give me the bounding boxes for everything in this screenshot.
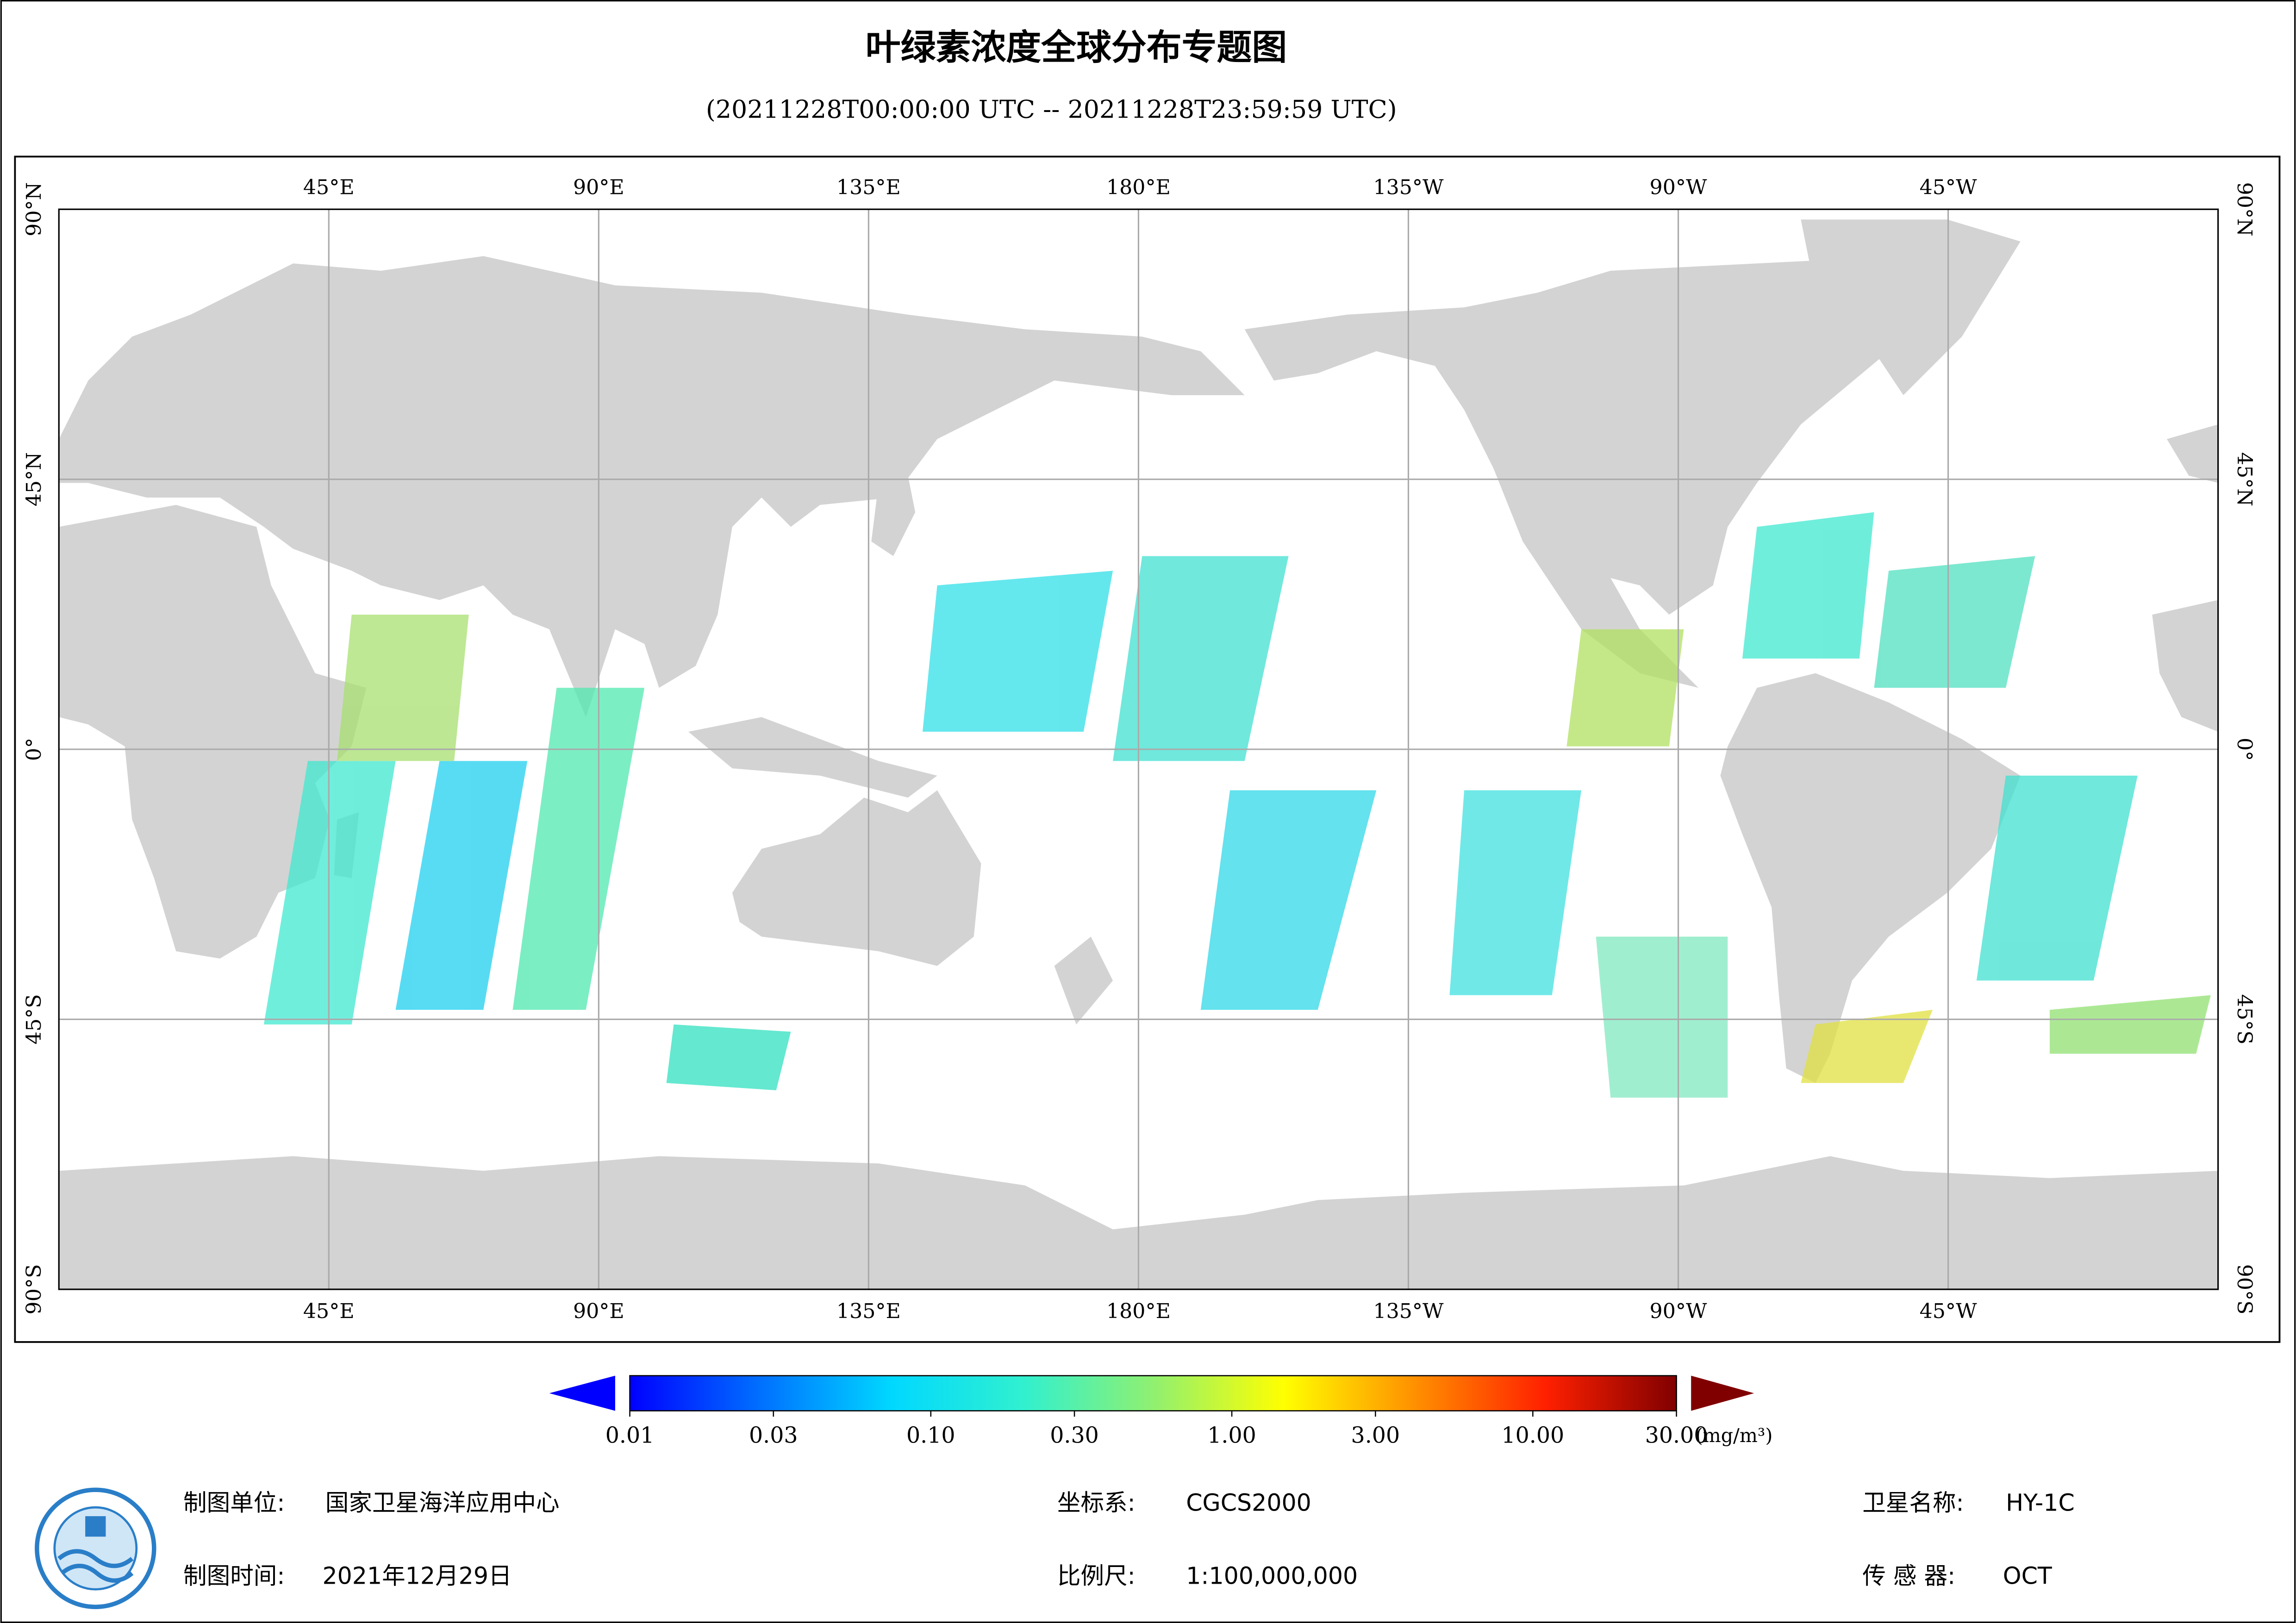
lon-label: 90°W	[1650, 175, 1707, 199]
footer-value: 1:100,000,000	[1186, 1562, 1358, 1589]
colorbar-tick-label: 1.00	[1207, 1423, 1256, 1448]
title: 叶绿素浓度全球分布专题图	[866, 27, 1287, 68]
footer-label: 卫星名称:	[1862, 1489, 1964, 1516]
lon-label: 90°W	[1650, 1300, 1707, 1323]
lon-label: 45°E	[303, 1300, 355, 1323]
footer-label: 传 感 器:	[1862, 1562, 1955, 1589]
logo	[35, 1487, 156, 1609]
lon-label: 135°E	[836, 1300, 901, 1323]
footer-value: 2021年12月29日	[322, 1562, 512, 1589]
lon-label: 45°W	[1920, 175, 1977, 199]
footer-label: 坐标系:	[1057, 1489, 1136, 1516]
colorbar-tick-label: 0.30	[1050, 1423, 1099, 1448]
lat-label: 45°N	[2233, 452, 2256, 506]
lat-label: 0°	[22, 738, 46, 761]
lat-label: 45°S	[2233, 994, 2256, 1045]
lon-label: 135°E	[836, 175, 901, 199]
colorbar-tick-label: 0.03	[749, 1423, 798, 1448]
colorbar-tick-label: 3.00	[1351, 1423, 1400, 1448]
lon-label: 180°E	[1106, 175, 1171, 199]
map-frame	[14, 155, 2281, 1343]
lon-label: 135°W	[1373, 175, 1444, 199]
colorbar-tick-label: 0.01	[605, 1423, 655, 1448]
lon-label: 45°E	[303, 175, 355, 199]
lon-label: 180°E	[1106, 1300, 1171, 1323]
lat-label: 90°S	[2233, 1264, 2256, 1315]
lat-label: 90°N	[22, 182, 46, 236]
lat-label: 45°N	[22, 452, 46, 506]
lon-label: 90°E	[573, 175, 624, 199]
colorbar-tick-label: 0.10	[906, 1423, 955, 1448]
subtitle: (20211228T00:00:00 UTC -- 20211228T23:59…	[706, 94, 1397, 124]
footer-value: 国家卫星海洋应用中心	[325, 1489, 560, 1516]
map-area	[59, 209, 2218, 1289]
map-inner-border	[58, 208, 2219, 1290]
colorbar-under-arrow	[549, 1375, 615, 1411]
lat-label: 90°S	[22, 1264, 46, 1315]
footer-value: OCT	[2003, 1562, 2053, 1589]
colorbar-tick-label: 10.00	[1501, 1423, 1564, 1448]
colorbar-tick-label: 30.00	[1645, 1423, 1708, 1448]
lat-label: 45°S	[22, 994, 46, 1045]
colorbar	[629, 1375, 1677, 1412]
chlorophyll-swaths	[263, 512, 2211, 1098]
lon-label: 90°E	[573, 1300, 624, 1323]
lat-label: 90°N	[2233, 182, 2256, 236]
lat-label: 0°	[2233, 738, 2256, 761]
footer-label: 制图单位:	[183, 1489, 285, 1516]
footer-label: 比例尺:	[1057, 1562, 1136, 1589]
footer-value: CGCS2000	[1186, 1489, 1311, 1516]
lon-label: 135°W	[1373, 1300, 1444, 1323]
footer-value: HY-1C	[2006, 1489, 2075, 1516]
footer-label: 制图时间:	[183, 1562, 285, 1589]
colorbar-over-arrow	[1691, 1375, 1754, 1411]
lon-label: 45°W	[1920, 1300, 1977, 1323]
colorbar-unit: (mg/m³)	[1696, 1424, 1773, 1447]
